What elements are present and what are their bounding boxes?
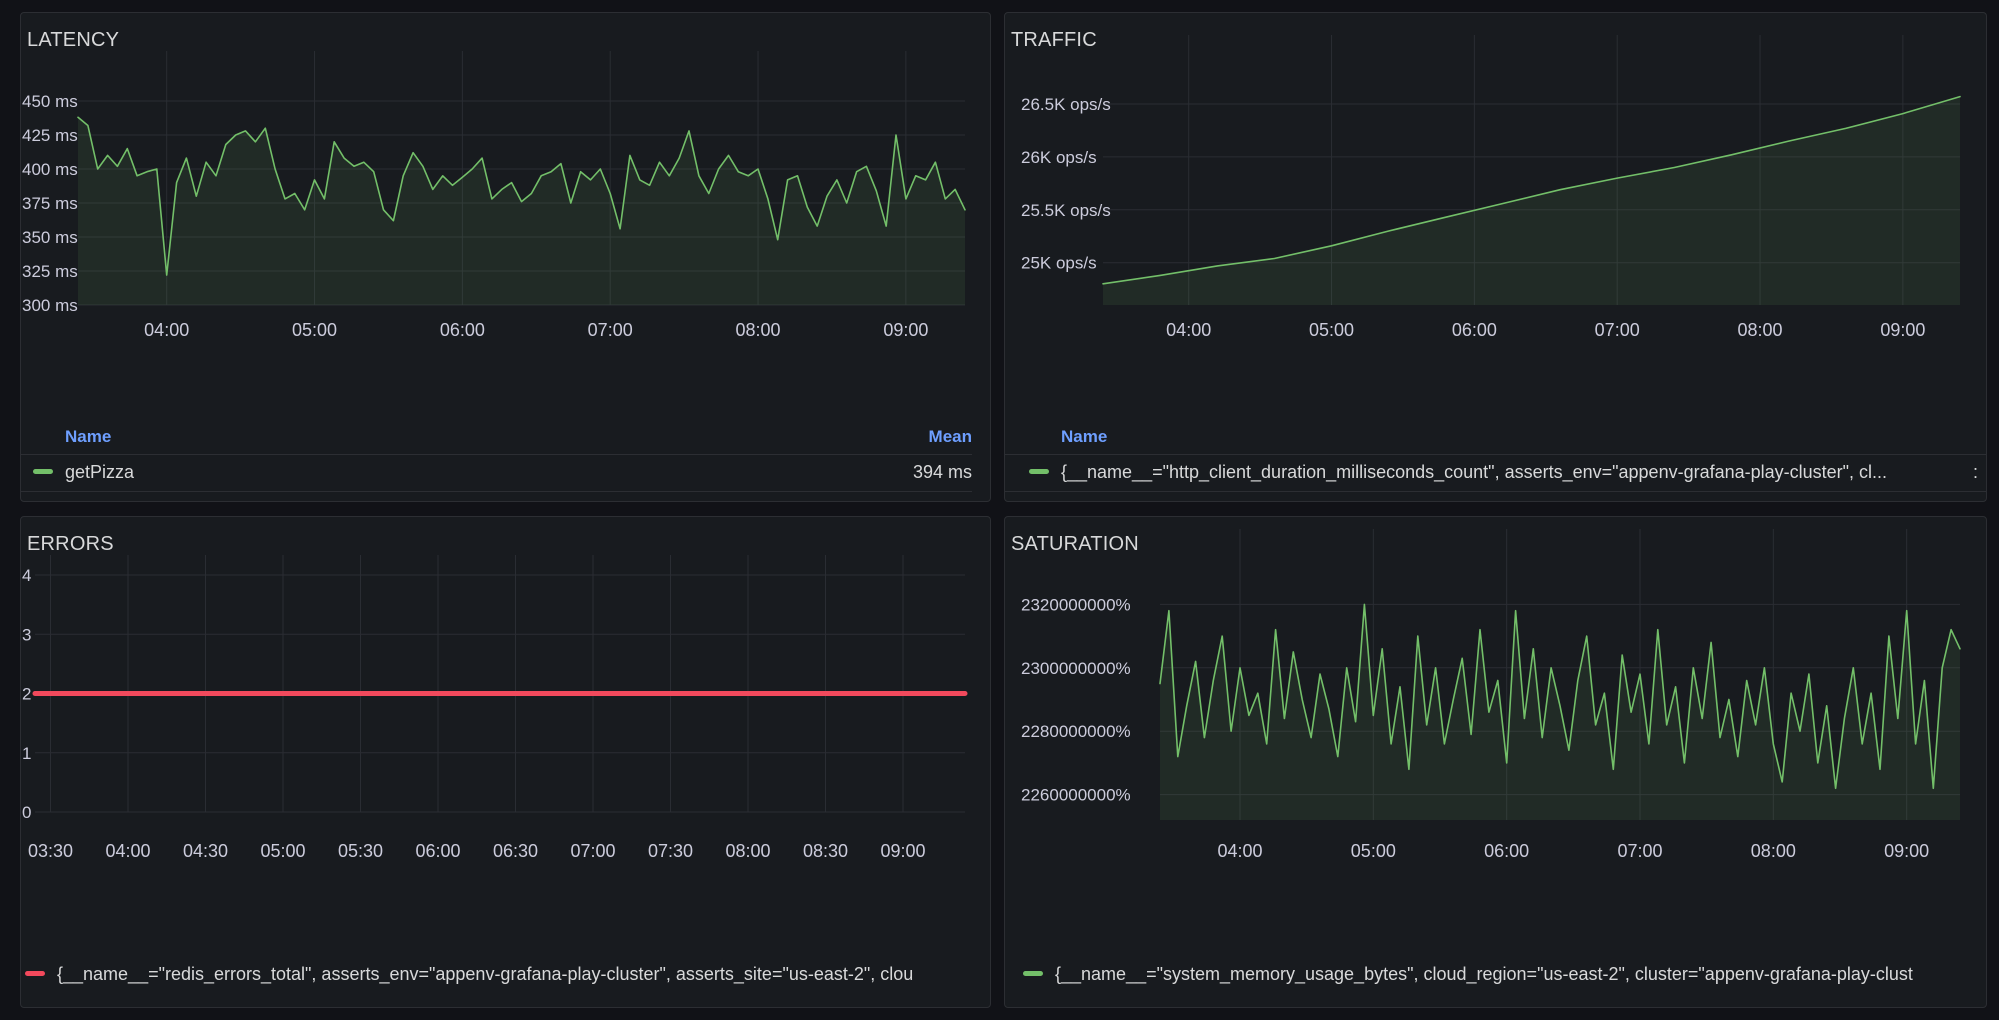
- saturation-legend-swatch: [1023, 970, 1043, 976]
- traffic-legend-label: {__name__="http_client_duration_millisec…: [1061, 462, 1888, 482]
- latency-legend-label: getPizza: [65, 462, 135, 482]
- saturation-panel[interactable]: SATURATION 04:00 05:00 06:00 07:00 08:00 09:0…: [1004, 516, 1987, 1008]
- y-tick-label: 325 ms: [22, 262, 78, 281]
- latency-legend-divider-bottom: [21, 491, 972, 492]
- y-tick-label: 0: [22, 803, 31, 822]
- y-tick-label: 400 ms: [22, 160, 78, 179]
- errors-legend-swatch: [25, 970, 45, 976]
- x-tick-label: 04:00: [105, 841, 150, 861]
- x-tick-label: 05:00: [292, 320, 337, 340]
- y-tick-label: 2300000000%: [1021, 659, 1131, 678]
- x-tick-label: 05:00: [260, 841, 305, 861]
- x-tick-label: 06:00: [440, 320, 485, 340]
- errors-legend-item[interactable]: {__name__="redis_errors_total", asserts_…: [25, 964, 989, 985]
- saturation-legend-label: {__name__="system_memory_usage_bytes", c…: [1055, 964, 1913, 984]
- y-tick-label: 350 ms: [22, 228, 78, 247]
- x-tick-label: 07:00: [1617, 841, 1662, 861]
- y-tick-label: 2260000000%: [1021, 786, 1131, 805]
- traffic-legend-swatch: [1029, 468, 1049, 474]
- latency-legend-item[interactable]: getPizza: [33, 462, 733, 483]
- x-tick-label: 07:00: [588, 320, 633, 340]
- y-tick-label: 2: [22, 685, 31, 704]
- y-tick-label: 4: [22, 566, 31, 585]
- x-tick-label: 08:00: [736, 320, 781, 340]
- x-tick-label: 08:00: [725, 841, 770, 861]
- series-area-fill: [1103, 96, 1960, 305]
- x-tick-label: 06:00: [415, 841, 460, 861]
- latency-panel-title: LATENCY: [27, 29, 120, 51]
- errors-panel-title: ERRORS: [27, 533, 114, 555]
- traffic-panel[interactable]: TRAFFIC 04:00 05:00 06:00 07:00 08:00 09:00 26…: [1004, 12, 1987, 502]
- x-tick-label: 08:00: [1738, 320, 1783, 340]
- y-tick-label: 300 ms: [22, 296, 78, 315]
- x-tick-label: 05:00: [1309, 320, 1354, 340]
- x-tick-label: 07:00: [1595, 320, 1640, 340]
- x-tick-label: 04:00: [144, 320, 189, 340]
- x-tick-label: 05:00: [1351, 841, 1396, 861]
- x-tick-label: 05:30: [338, 841, 383, 861]
- saturation-chart: 04:00 05:00 06:00 07:00 08:00 09:00 2320000000…: [1021, 529, 1961, 861]
- x-tick-label: 07:00: [570, 841, 615, 861]
- series-area-fill: [1160, 604, 1960, 820]
- latency-legend-divider: [21, 454, 972, 455]
- y-tick-label: 26K ops/s: [1021, 148, 1097, 167]
- x-tick-label: 08:30: [803, 841, 848, 861]
- x-tick-label: 04:00: [1166, 320, 1211, 340]
- traffic-legend-divider-bottom: [1005, 491, 1986, 492]
- y-tick-label: 25K ops/s: [1021, 254, 1097, 273]
- traffic-legend-trailing: :: [1972, 462, 1978, 482]
- x-tick-label: 06:00: [1484, 841, 1529, 861]
- y-tick-label: 25.5K ops/s: [1021, 201, 1111, 220]
- x-tick-label: 09:00: [880, 841, 925, 861]
- errors-panel[interactable]: ERRORS 03:30 04:00 04:30 05:00 05:30 06:00 06:…: [20, 516, 991, 1008]
- x-tick-label: 07:30: [648, 841, 693, 861]
- traffic-chart: 04:00 05:00 06:00 07:00 08:00 09:00 26.5K ops/…: [1021, 35, 1961, 340]
- x-tick-label: 04:30: [183, 841, 228, 861]
- x-tick-label: 09:00: [1884, 841, 1929, 861]
- y-tick-label: 425 ms: [22, 126, 78, 145]
- series-area-fill: [78, 117, 965, 305]
- y-tick-label: 375 ms: [22, 194, 78, 213]
- y-tick-label: 1: [22, 744, 31, 763]
- y-tick-label: 2280000000%: [1021, 722, 1131, 741]
- latency-chart: 04:00 05:00 06:00 07:00 08:00 09:00 450 ms 425 …: [22, 51, 966, 340]
- saturation-legend-item[interactable]: {__name__="system_memory_usage_bytes", c…: [1023, 964, 1985, 985]
- x-tick-label: 03:30: [28, 841, 73, 861]
- errors-legend-label: {__name__="redis_errors_total", asserts_…: [57, 964, 914, 984]
- x-tick-label: 06:00: [1452, 320, 1497, 340]
- series-line[interactable]: [1102, 95, 1961, 285]
- traffic-legend-name-header[interactable]: Name: [1061, 427, 1108, 446]
- y-tick-label: 2320000000%: [1021, 595, 1131, 614]
- y-tick-label: 26.5K ops/s: [1021, 95, 1111, 114]
- x-tick-label: 04:00: [1217, 841, 1262, 861]
- traffic-legend-item[interactable]: {__name__="http_client_duration_millisec…: [1029, 462, 1959, 483]
- traffic-panel-title: TRAFFIC: [1011, 29, 1097, 51]
- latency-legend-name-header[interactable]: Name: [65, 427, 112, 446]
- saturation-panel-title: SATURATION: [1011, 533, 1139, 555]
- x-tick-label: 06:30: [493, 841, 538, 861]
- latency-legend-mean-header[interactable]: Mean: [928, 427, 972, 446]
- x-tick-label: 09:00: [1880, 320, 1925, 340]
- latency-legend-swatch: [33, 468, 53, 474]
- y-tick-label: 3: [22, 625, 31, 644]
- x-tick-label: 09:00: [883, 320, 928, 340]
- latency-legend-mean-value: 394 ms: [912, 462, 972, 482]
- latency-panel[interactable]: LATENCY 04:00 05:00 06:00 07:00 08:00 09:00 45…: [20, 12, 991, 502]
- traffic-legend-divider: [1005, 454, 1986, 455]
- errors-chart: 03:30 04:00 04:30 05:00 05:30 06:00 06:30 07:00…: [22, 555, 968, 861]
- y-tick-label: 450 ms: [22, 92, 78, 111]
- x-tick-label: 08:00: [1751, 841, 1796, 861]
